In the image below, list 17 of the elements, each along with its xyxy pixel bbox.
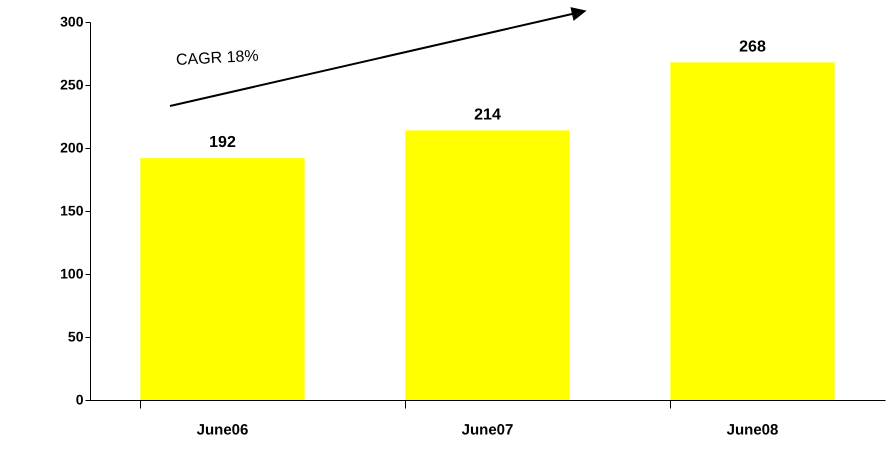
- x-tick-label: June07: [462, 422, 514, 438]
- y-tick-label: 300: [60, 14, 84, 30]
- y-tick-label: 150: [60, 202, 84, 218]
- bar: [140, 158, 305, 400]
- y-tick-label: 0: [76, 392, 84, 408]
- y-tick-label: 50: [68, 328, 84, 344]
- annotation: CAGR 18%: [176, 48, 260, 69]
- bar: [405, 130, 570, 400]
- x-tick-label: June06: [196, 422, 248, 438]
- y-tick-label: 200: [60, 140, 84, 156]
- y-tick-label: 100: [60, 266, 84, 282]
- data-label: 214: [474, 106, 501, 124]
- y-tick-label: 250: [60, 76, 84, 92]
- bar: [670, 62, 835, 400]
- x-tick-label: June08: [726, 422, 778, 438]
- data-label: 268: [739, 38, 766, 56]
- data-label: 192: [209, 134, 236, 152]
